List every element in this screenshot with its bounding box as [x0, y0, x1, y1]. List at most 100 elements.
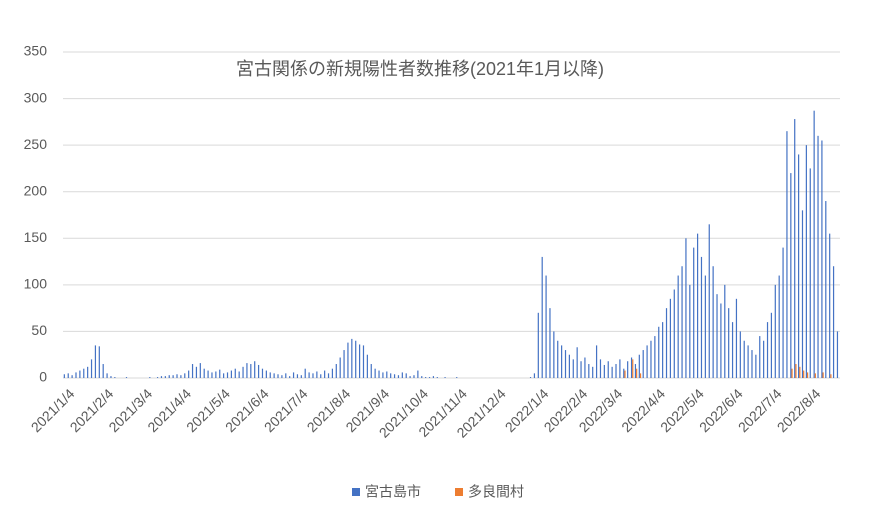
bar	[234, 368, 236, 378]
bar	[160, 376, 163, 378]
bar	[246, 363, 248, 378]
bar	[564, 350, 567, 378]
bar	[292, 372, 295, 378]
bar	[791, 368, 793, 378]
bar	[766, 322, 769, 378]
bar	[444, 377, 446, 378]
bar	[731, 322, 734, 378]
bar	[603, 364, 605, 378]
bar	[242, 366, 244, 378]
bar	[409, 376, 411, 378]
bar	[226, 372, 229, 378]
bar	[801, 210, 804, 378]
bar	[693, 247, 695, 378]
bar	[219, 369, 221, 378]
bar	[595, 345, 598, 378]
bar	[168, 375, 170, 378]
bar	[592, 366, 594, 378]
bar	[339, 357, 341, 378]
bar	[277, 374, 279, 378]
bar	[265, 370, 267, 378]
bar	[646, 345, 648, 378]
bar	[790, 173, 792, 378]
bar	[223, 373, 225, 378]
y-tick-label: 250	[24, 136, 48, 152]
bar	[102, 364, 104, 378]
bar	[207, 370, 209, 378]
bar	[75, 372, 77, 378]
bar	[203, 368, 205, 378]
bar	[378, 370, 380, 378]
bar	[817, 135, 819, 378]
bar	[716, 294, 718, 378]
bar	[390, 373, 392, 378]
bar	[624, 370, 626, 378]
bar	[156, 377, 159, 378]
bar	[304, 368, 306, 378]
bar	[215, 371, 217, 378]
bar	[71, 375, 73, 378]
bar	[576, 347, 578, 378]
bar	[632, 359, 634, 378]
bar	[176, 374, 178, 378]
bar	[782, 247, 784, 378]
bar	[572, 359, 574, 378]
bar	[825, 201, 827, 378]
bar	[285, 373, 287, 378]
bar	[184, 373, 186, 378]
bar	[739, 331, 741, 378]
bar	[417, 370, 419, 378]
bar	[289, 376, 291, 378]
bar	[685, 238, 687, 378]
bar	[763, 340, 765, 378]
legend-label: 多良間村	[468, 484, 524, 500]
bar	[708, 224, 710, 378]
bar	[700, 256, 703, 378]
y-tick-label: 0	[39, 369, 47, 385]
bar	[98, 346, 100, 378]
bar	[805, 145, 807, 378]
bar	[759, 336, 761, 378]
bar	[636, 368, 638, 378]
bar	[803, 370, 805, 378]
bar	[269, 372, 271, 378]
bar	[382, 372, 384, 378]
bar	[355, 340, 357, 378]
bar	[110, 376, 112, 378]
bar	[665, 308, 668, 378]
bar	[327, 373, 330, 378]
bar	[347, 342, 349, 378]
bar	[370, 364, 372, 378]
bar	[553, 331, 555, 378]
bar	[712, 266, 714, 378]
bar	[689, 284, 691, 378]
legend-swatch	[455, 488, 463, 496]
bar	[561, 345, 563, 378]
bar	[735, 298, 738, 378]
bar	[650, 340, 652, 378]
bar	[106, 373, 108, 378]
y-tick-label: 200	[24, 182, 48, 198]
bar	[681, 266, 683, 378]
bar	[809, 168, 811, 378]
bar	[273, 373, 275, 378]
bar	[331, 368, 334, 378]
y-tick-label: 150	[24, 229, 48, 245]
bar	[164, 376, 166, 378]
bar	[795, 364, 797, 378]
y-tick-label: 50	[31, 322, 47, 338]
legend-swatch	[352, 488, 360, 496]
bar	[114, 377, 116, 378]
bar	[386, 371, 388, 378]
bar	[588, 364, 590, 378]
bar	[67, 373, 69, 378]
bar	[704, 275, 706, 378]
bar	[191, 364, 194, 378]
x-tick-label: 2022/8/4	[774, 385, 824, 435]
bar	[362, 345, 365, 378]
bar	[238, 371, 240, 378]
bar	[806, 372, 809, 378]
bar	[436, 377, 438, 378]
bar	[63, 374, 65, 378]
bar	[172, 375, 174, 378]
